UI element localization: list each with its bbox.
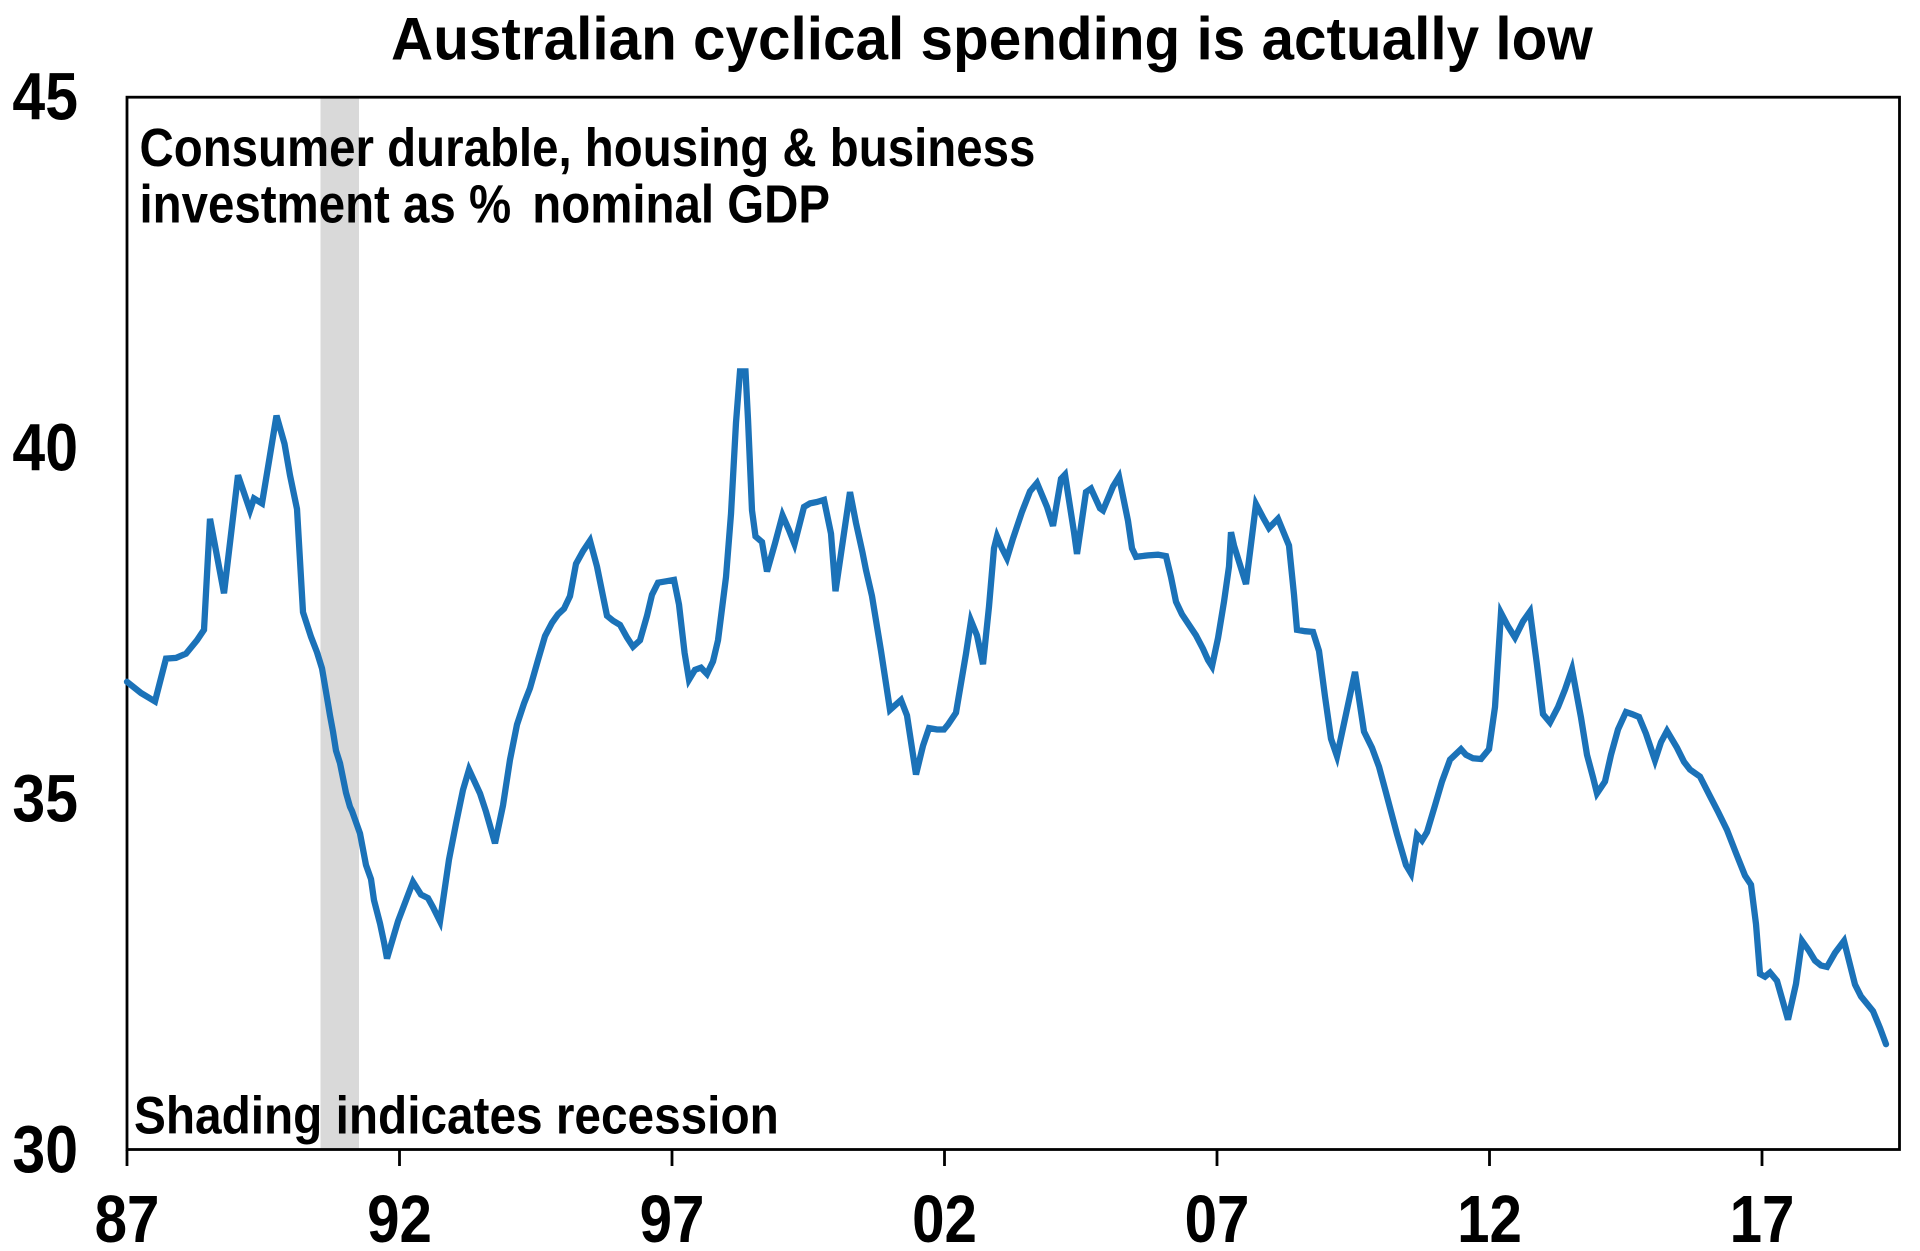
svg-text:17: 17 [1730,1182,1795,1251]
svg-text:Consumer durable, housing & bu: Consumer durable, housing & business [140,117,1036,177]
svg-text:40: 40 [12,411,78,485]
svg-text:investment as % nominal GDP: investment as % nominal GDP [140,174,830,234]
svg-text:07: 07 [1185,1182,1250,1251]
svg-text:92: 92 [367,1182,432,1251]
svg-text:Shading indicates recession: Shading indicates recession [134,1085,779,1145]
svg-text:02: 02 [912,1182,977,1251]
svg-text:45: 45 [12,60,78,134]
svg-text:35: 35 [12,762,78,836]
svg-text:87: 87 [95,1182,160,1251]
svg-text:30: 30 [12,1113,78,1187]
svg-text:Australian cyclical spending i: Australian cyclical spending is actually… [391,5,1594,73]
svg-text:12: 12 [1457,1182,1522,1251]
svg-text:97: 97 [640,1182,705,1251]
